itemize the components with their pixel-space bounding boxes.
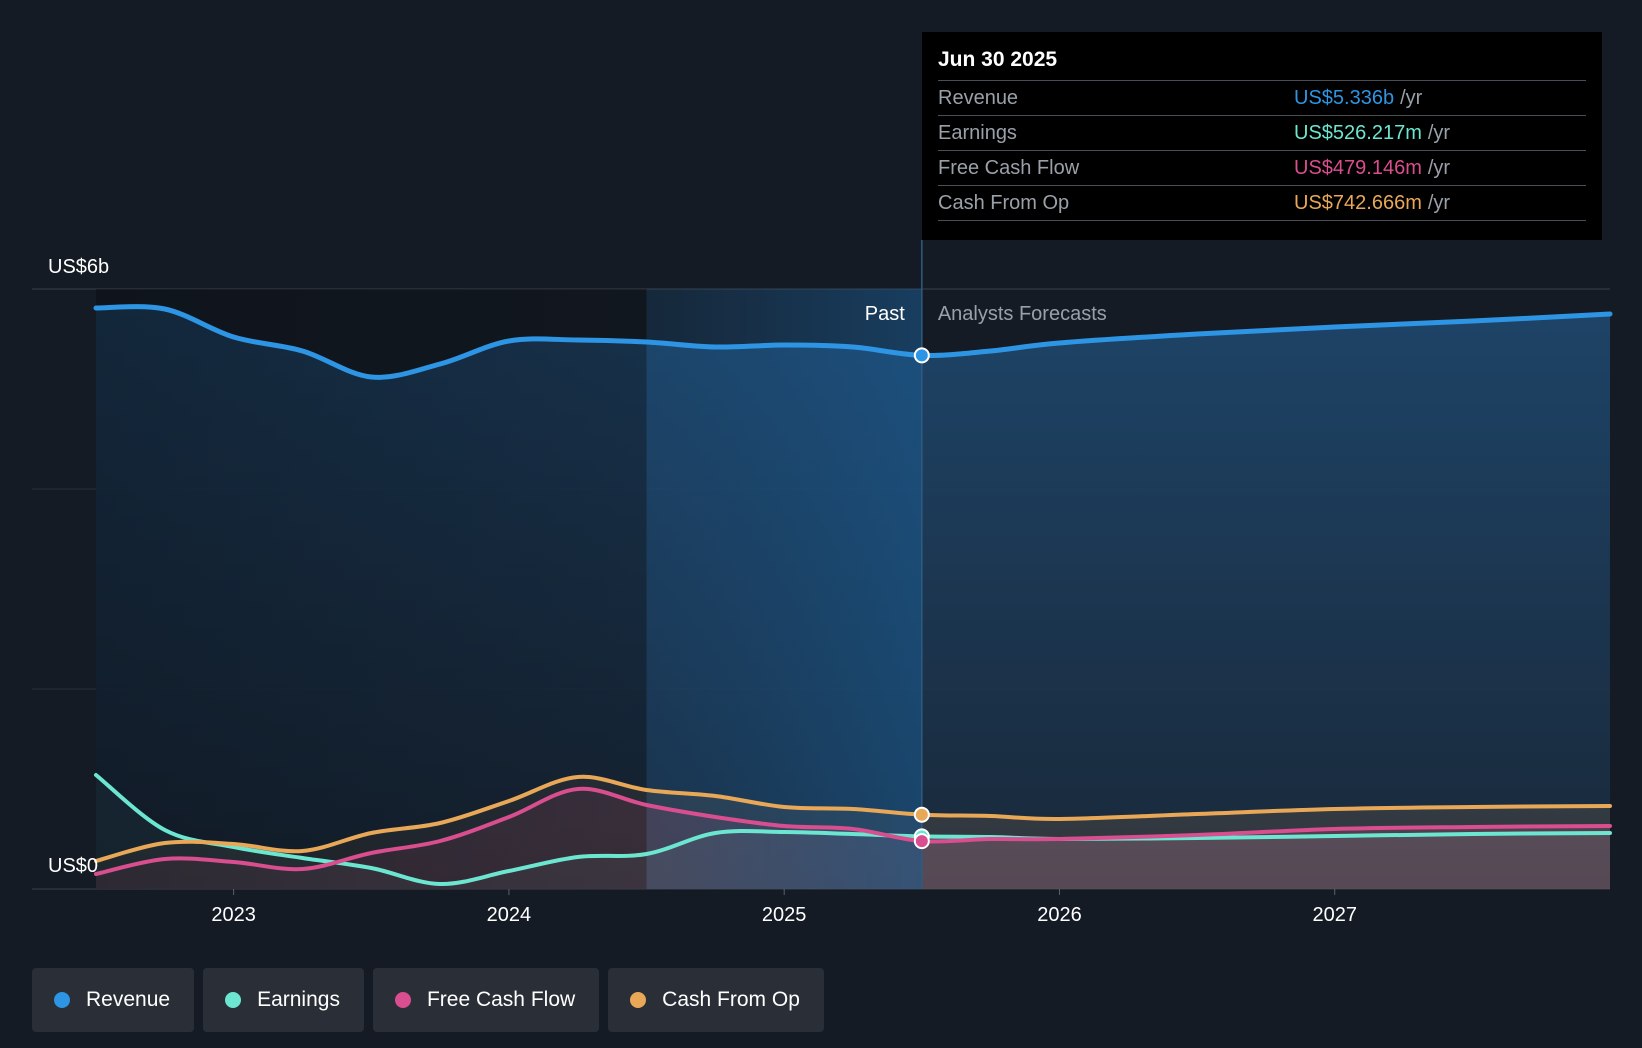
tooltip-row-revenue: Revenue US$5.336b /yr bbox=[938, 80, 1586, 115]
series-lines bbox=[93, 304, 1613, 887]
tooltip-row-unit: /yr bbox=[1427, 121, 1451, 144]
x-tick-label: 2027 bbox=[1312, 904, 1357, 926]
axis-labels: US$6b US$0 Past Analysts Forecasts bbox=[48, 256, 1107, 877]
line-fcf bbox=[94, 786, 1612, 876]
line-earnings bbox=[94, 773, 1612, 887]
legend-dot-icon bbox=[54, 992, 70, 1008]
legend-dot-icon bbox=[225, 992, 242, 1008]
selected-year-highlight bbox=[646, 289, 922, 889]
tooltip-row-name: Free Cash Flow bbox=[938, 156, 1080, 179]
y-axis-bottom-label: US$0 bbox=[48, 855, 98, 877]
tooltip-row-value: US$742.666m bbox=[1294, 191, 1422, 214]
legend-item-fcf[interactable]: Free Cash Flow bbox=[372, 968, 600, 1032]
legend-item-revenue[interactable]: Revenue bbox=[32, 968, 195, 1032]
tooltip-row-value: US$5.336b bbox=[1294, 86, 1395, 109]
y-axis-top-label: US$6b bbox=[48, 256, 109, 278]
tooltip-row-fcf: Free Cash Flow US$479.146m /yr bbox=[938, 150, 1586, 185]
tooltip-row-name: Revenue bbox=[938, 86, 1019, 109]
x-tick-label: 2024 bbox=[487, 904, 532, 926]
legend-item-cfo[interactable]: Cash From Op bbox=[608, 968, 824, 1032]
tooltip-row-value: US$479.146m bbox=[1294, 156, 1422, 179]
tooltip-row-value: US$526.217m bbox=[1294, 121, 1422, 144]
series-markers bbox=[913, 347, 930, 850]
x-tick-label: 2025 bbox=[762, 904, 807, 926]
past-region-shade bbox=[96, 289, 647, 889]
forecast-region-label: Analysts Forecasts bbox=[938, 303, 1107, 325]
tooltip-date: Jun 30 2025 bbox=[938, 48, 1058, 71]
legend-label: Cash From Op bbox=[662, 988, 800, 1011]
marker-revenue bbox=[913, 347, 930, 364]
area-earnings bbox=[96, 775, 1610, 889]
line-cfo bbox=[94, 774, 1612, 863]
x-tick-label: 2023 bbox=[211, 904, 256, 926]
tooltip-row-unit: /yr bbox=[1400, 86, 1423, 109]
tooltip-row-name: Cash From Op bbox=[938, 191, 1070, 214]
x-axis-ticks: 2023 2024 2025 2026 2027 bbox=[211, 889, 1357, 926]
x-tick-label: 2026 bbox=[1037, 904, 1082, 926]
legend-label: Earnings bbox=[257, 988, 340, 1011]
marker-cfo bbox=[913, 806, 930, 823]
hover-tooltip: Jun 30 2025 Revenue US$5.336b /yr Earnin… bbox=[922, 32, 1602, 240]
legend-label: Revenue bbox=[86, 988, 171, 1011]
line-revenue bbox=[93, 304, 1613, 380]
legend-label: Free Cash Flow bbox=[426, 988, 576, 1011]
past-shading bbox=[96, 240, 923, 889]
chart-legend: Revenue Earnings Free Cash Flow Cash Fro… bbox=[32, 968, 824, 1032]
legend-dot-icon bbox=[630, 992, 647, 1008]
marker-fcf bbox=[913, 833, 930, 850]
tooltip-row-unit: /yr bbox=[1427, 191, 1451, 214]
legend-item-earnings[interactable]: Earnings bbox=[203, 968, 364, 1032]
tooltip-row-cfo: Cash From Op US$742.666m /yr bbox=[938, 185, 1586, 221]
tooltip-row-earnings: Earnings US$526.217m /yr bbox=[938, 115, 1586, 150]
legend-dot-icon bbox=[394, 992, 411, 1008]
tooltip-row-name: Earnings bbox=[938, 121, 1017, 144]
tooltip-row-unit: /yr bbox=[1427, 156, 1451, 179]
past-region-label: Past bbox=[865, 303, 905, 325]
